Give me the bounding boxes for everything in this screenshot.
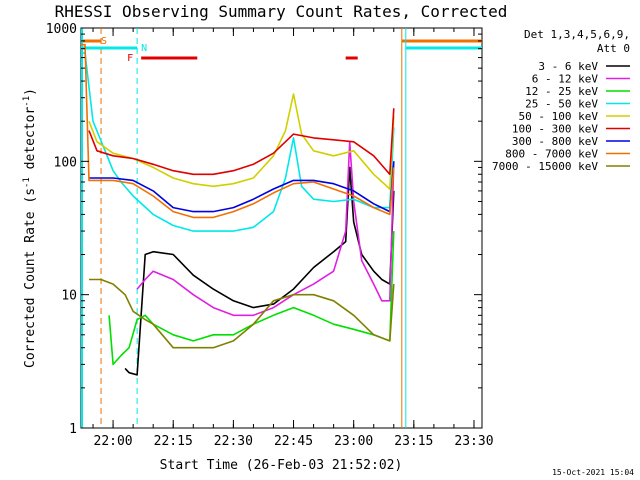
x-tick-label-5: 23:15 [394,434,433,449]
legend-label-0: 3 - 6 keV [538,60,598,73]
y-tick-label-2: 100 [54,155,77,170]
legend-label-1: 6 - 12 keV [532,73,599,86]
series-line-6 [89,161,395,213]
series-layer [81,43,395,376]
series-line-3 [81,52,395,232]
legend-header-detectors: Det 1,3,4,5,6,9, [524,28,630,41]
plot-frame [80,27,483,429]
x-tick-label-0: 22:00 [94,434,133,449]
series-line-7 [81,43,395,219]
legend-header-attenuator: Att 0 [597,42,630,55]
flare-label: F [127,53,133,64]
series-line-8 [89,278,395,349]
legend-label-4: 50 - 100 keV [519,110,599,123]
night-label: N [141,43,147,54]
x-tick-label-6: 23:30 [454,434,493,449]
chart-title: RHESSI Observing Summary Count Rates, Co… [55,2,508,21]
legend-label-3: 25 - 50 keV [525,98,598,111]
legend-label-8: 7000 - 15000 keV [492,160,598,173]
x-tick-label-4: 23:00 [334,434,373,449]
legend-label-2: 12 - 25 keV [525,85,598,98]
y-tick-label-0: 1 [69,422,77,437]
series-line-1 [136,141,395,317]
axis-layer: 1 10 100 1000 22:00 22:15 22:30 22:45 23:00 23:15… [46,22,494,449]
y-axis-label: Corrected Count Rate (s-1 detector-1) [22,88,38,368]
legend-label-7: 800 - 7000 keV [505,148,598,161]
legend-label-6: 300 - 800 keV [512,135,598,148]
x-tick-label-2: 22:30 [214,434,253,449]
annotation-layer: S NF [81,28,482,428]
x-tick-label-1: 22:15 [154,434,193,449]
y-tick-label-1: 10 [61,289,77,304]
x-tick-label-3: 22:45 [274,434,313,449]
series-line-5 [88,108,395,176]
series-line-0 [124,166,395,376]
saa-label: S [101,36,107,47]
series-line-2 [108,231,395,366]
timestamp-footer: 15-Oct-2021 15:04 [552,468,634,477]
y-tick-label-3: 1000 [46,22,77,37]
x-axis-label: Start Time (26-Feb-03 21:52:02) [160,458,403,473]
legend-label-5: 100 - 300 keV [512,123,598,136]
